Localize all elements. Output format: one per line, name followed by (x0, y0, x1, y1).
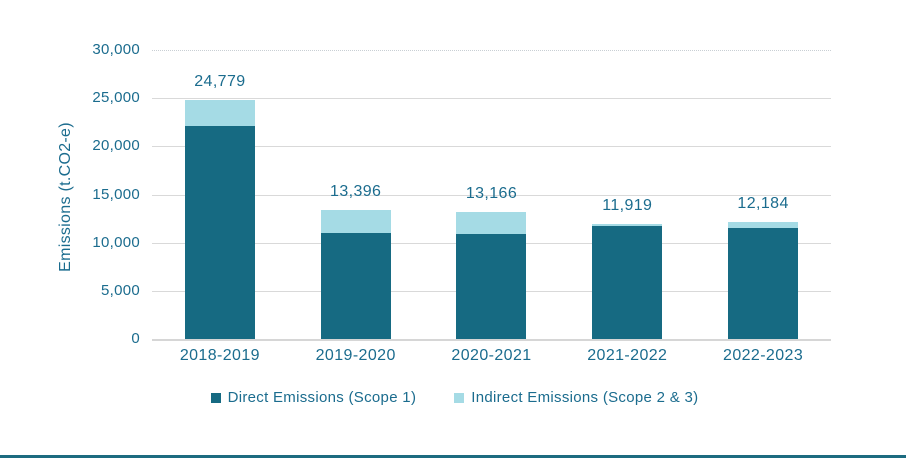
x-tick-label: 2018-2019 (179, 347, 260, 364)
stacked-bar (592, 224, 663, 339)
y-tick-label: 15,000 (92, 185, 140, 203)
bar-segment-indirect (592, 224, 663, 227)
x-tick-label: 2022-2023 (723, 347, 804, 364)
x-tick-label: 2019-2020 (315, 347, 396, 364)
gridline (152, 339, 831, 341)
x-axis-labels: 2018-2019 2019-2020 2020-2021 2021-2022 2022… (152, 347, 831, 365)
bar-segment-indirect (728, 221, 799, 228)
stacked-bar (184, 100, 255, 339)
plot-area: 24,779 13,396 13,166 11,919 12,184 (152, 50, 831, 341)
legend-item-indirect: Indirect Emissions (Scope 2 & 3) (454, 389, 698, 406)
gridline (152, 194, 831, 196)
y-tick-label: 30,000 (92, 41, 140, 58)
bar-segment-indirect (320, 209, 391, 233)
bar-segment-indirect (184, 100, 255, 126)
stacked-bar (456, 212, 527, 339)
bar-total-label: 13,166 (465, 185, 518, 203)
bar-slot: 13,166 (424, 50, 560, 339)
legend-item-direct: Direct Emissions (Scope 1) (210, 389, 417, 406)
stacked-bar (728, 221, 799, 339)
x-tick-label: 2020-2021 (451, 347, 532, 364)
gridline (152, 98, 831, 100)
legend-label-direct: Direct Emissions (Scope 1) (227, 389, 417, 406)
gridline (152, 50, 831, 51)
bar-slot: 24,779 (152, 50, 288, 339)
stacked-bar (320, 209, 391, 339)
bar-total-label: 11,919 (602, 197, 653, 215)
y-tick-label: 5,000 (100, 281, 140, 299)
bar-total-label: 13,396 (330, 182, 382, 200)
x-tick-label: 2021-2022 (587, 347, 668, 364)
bar-total-label: 24,779 (194, 73, 246, 91)
bar-slot: 11,919 (559, 50, 695, 339)
y-tick-label: 0 (131, 330, 140, 347)
direct-emissions-swatch-icon (210, 392, 221, 403)
indirect-emissions-swatch-icon (454, 392, 465, 403)
bar-slot: 13,396 (288, 50, 424, 339)
bar-slot: 12,184 (695, 50, 831, 339)
legend: Direct Emissions (Scope 1) Indirect Emis… (0, 389, 909, 406)
bar-segment-indirect (456, 212, 527, 234)
gridline (152, 146, 831, 148)
y-tick-label: 25,000 (92, 89, 140, 107)
bottom-rule (0, 455, 906, 458)
bar-total-label: 12,184 (737, 194, 789, 212)
legend-label-indirect: Indirect Emissions (Scope 2 & 3) (471, 389, 699, 406)
y-tick-label: 20,000 (92, 137, 140, 155)
y-tick-label: 10,000 (92, 233, 140, 251)
